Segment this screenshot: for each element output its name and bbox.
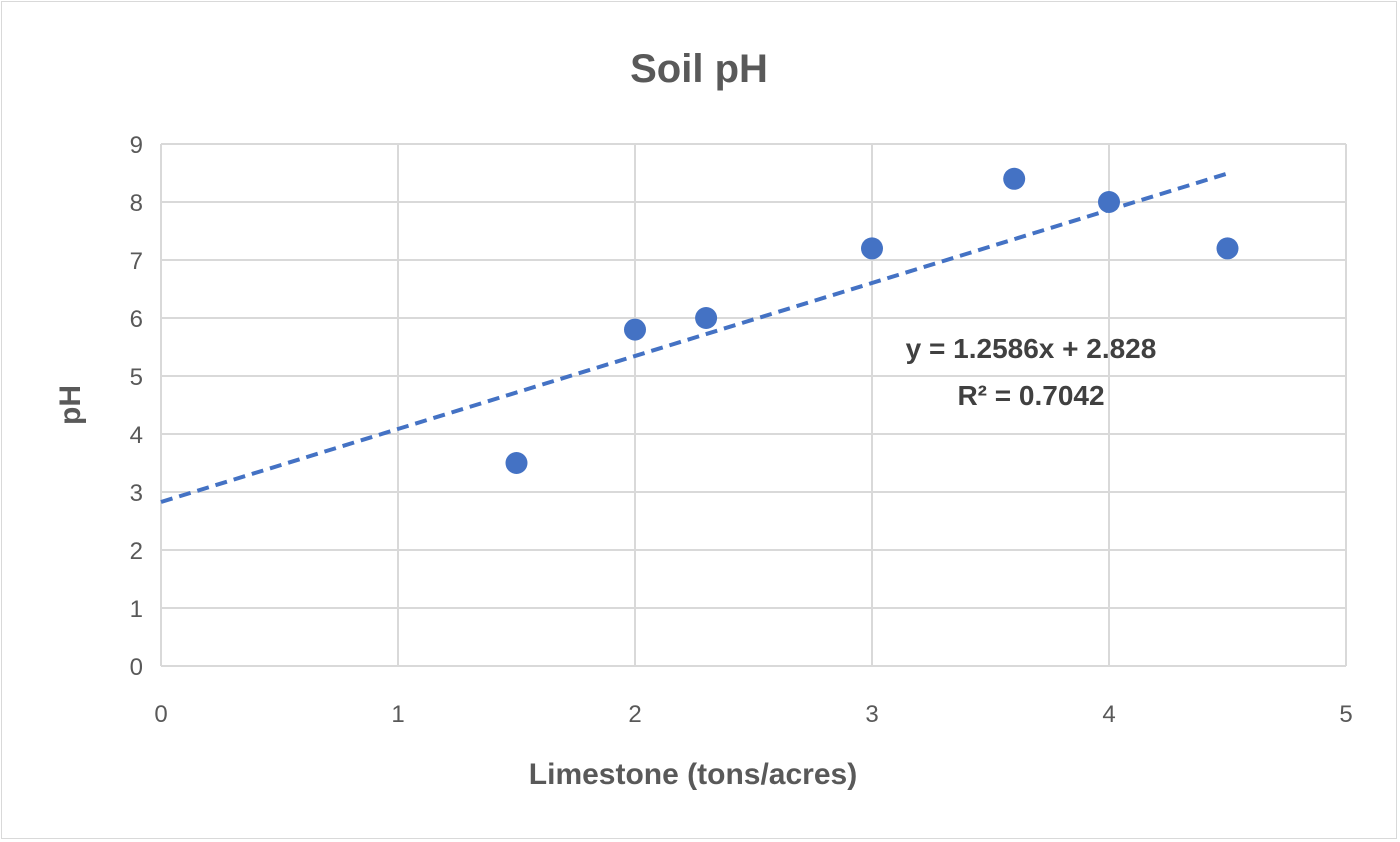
y-tick-label: 4	[130, 422, 143, 449]
y-tick-label: 1	[130, 596, 143, 623]
y-tick-label: 6	[130, 306, 143, 333]
data-point	[1098, 191, 1120, 213]
data-point	[1216, 237, 1239, 260]
y-tick-label: 7	[130, 248, 143, 275]
trendline	[160, 171, 1229, 504]
trendline-r-squared: R² = 0.7042	[957, 380, 1104, 411]
y-tick-label: 5	[130, 364, 143, 391]
x-tick-label: 0	[154, 701, 167, 728]
chart-title: Soil pH	[630, 47, 768, 91]
x-tick-label: 4	[1102, 701, 1115, 728]
gridlines	[160, 143, 1347, 667]
y-tick-label: 3	[130, 480, 143, 507]
y-tick-label: 9	[130, 132, 143, 159]
x-tick-label: 2	[628, 701, 641, 728]
x-tick-label: 3	[865, 701, 878, 728]
y-tick-label: 8	[130, 190, 143, 217]
x-axis-title: Limestone (tons/acres)	[529, 758, 857, 791]
data-points	[505, 167, 1239, 474]
trendline-equation: y = 1.2586x + 2.828	[906, 333, 1157, 364]
data-point	[695, 307, 718, 329]
x-tick-label: 1	[391, 701, 404, 728]
data-point	[505, 452, 528, 474]
y-axis-title: pH	[54, 385, 87, 425]
x-tick-label: 5	[1339, 701, 1352, 728]
y-tick-label: 0	[130, 654, 143, 681]
data-point	[624, 318, 646, 341]
trendline-layer	[160, 171, 1229, 504]
data-point	[1003, 167, 1026, 190]
data-point	[861, 237, 883, 260]
tick-labels: 0 1 2 3 4 5 6 7 8 9 0 1 2 3 4 5	[130, 132, 1353, 728]
y-tick-label: 2	[130, 538, 143, 565]
